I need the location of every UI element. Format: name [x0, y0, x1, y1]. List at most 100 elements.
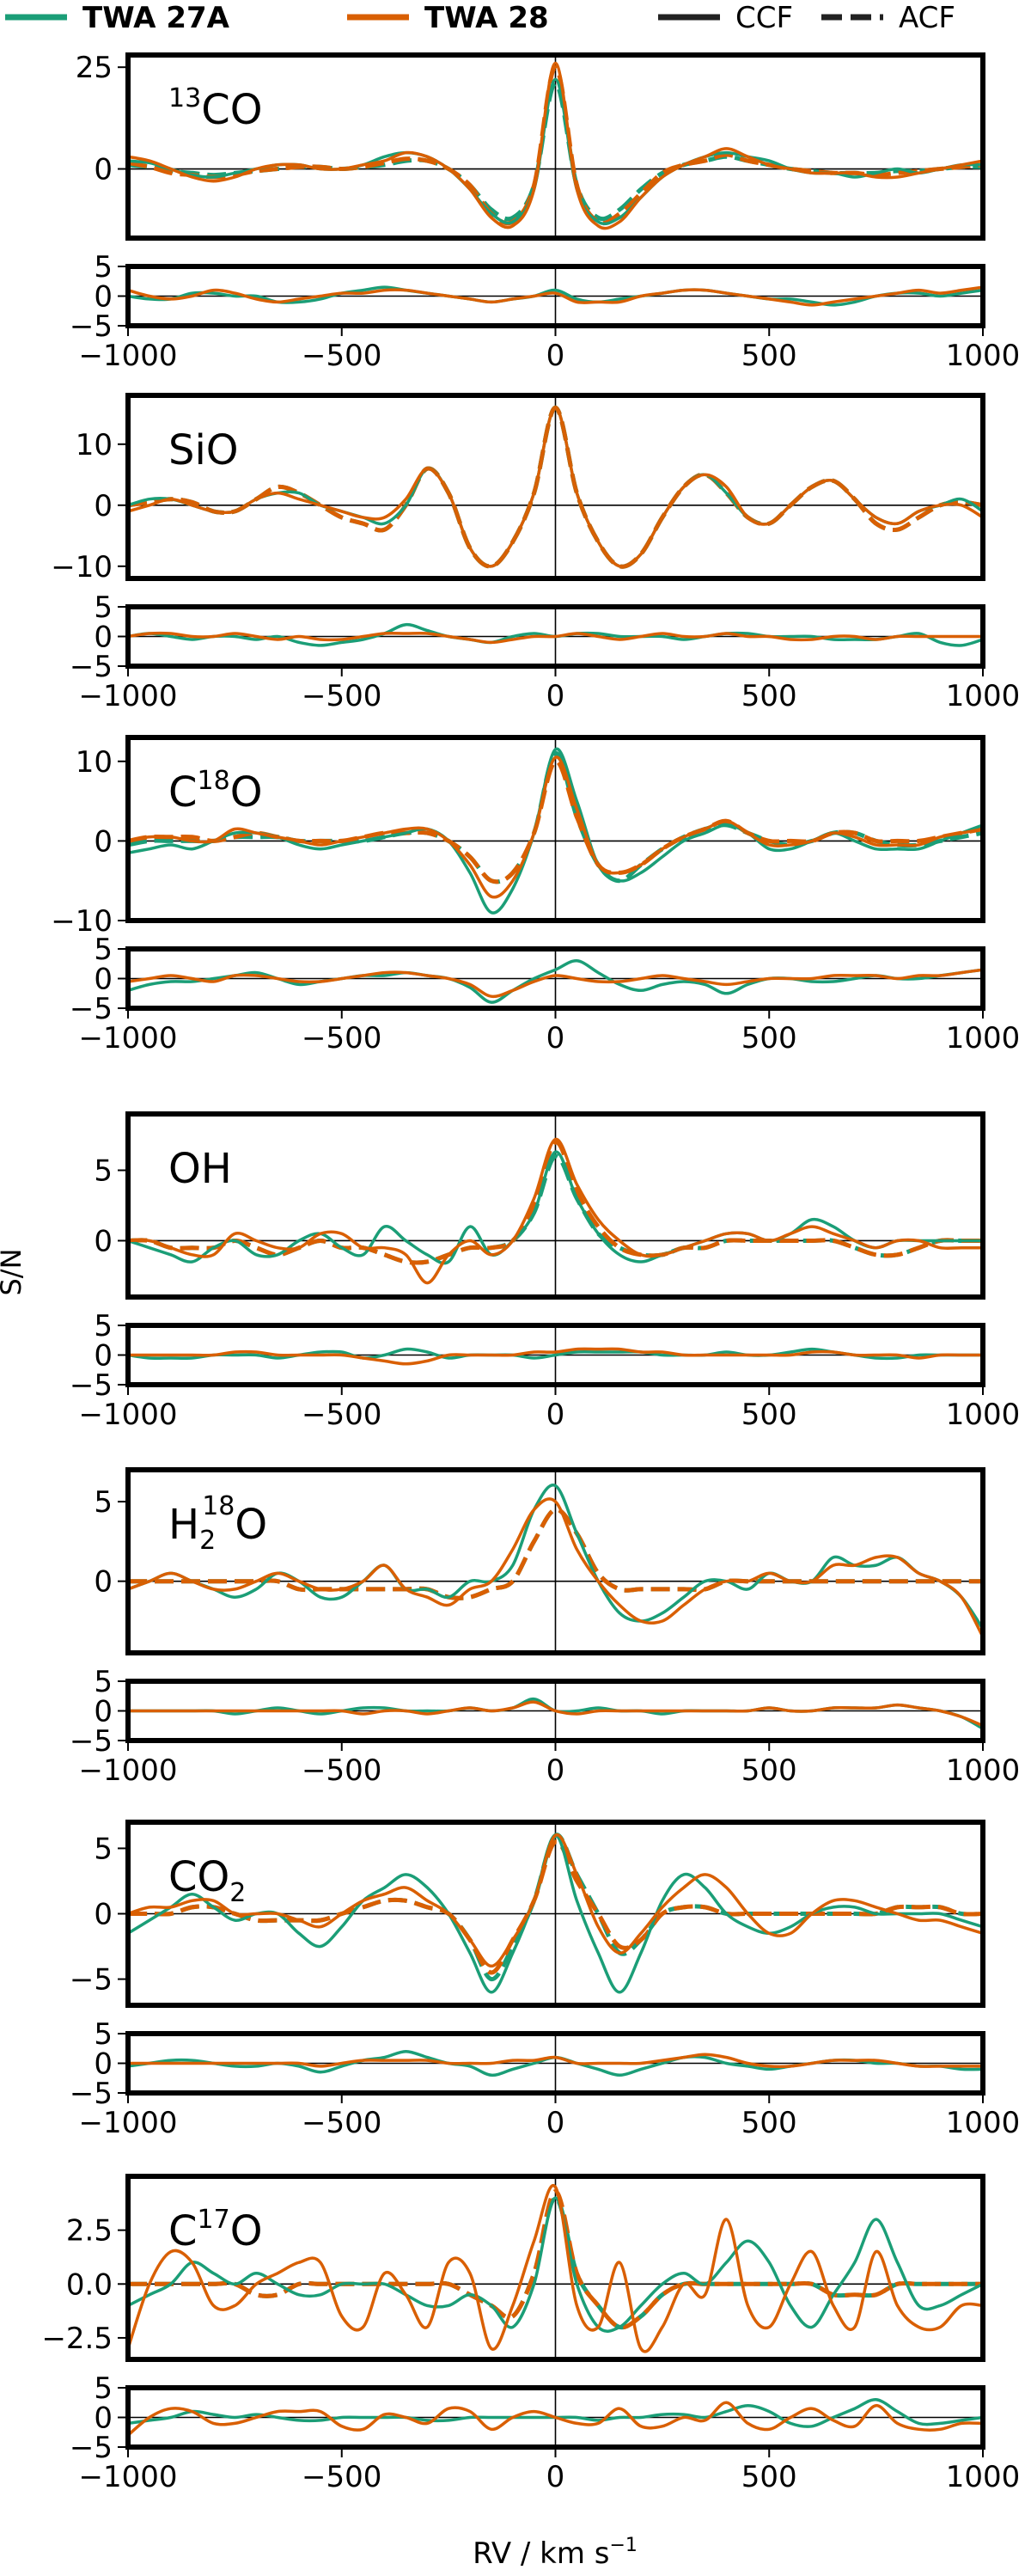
y-tick-label: −5	[70, 1963, 113, 1998]
y-axis-label: S/N	[0, 1248, 27, 1295]
molecule-tail: O	[230, 2207, 263, 2255]
ccf-line-twa28	[128, 1833, 983, 1968]
residual-tick-label: 0	[94, 2402, 113, 2436]
x-tick-label: −500	[302, 2106, 381, 2140]
molecule-label: OH	[168, 1145, 232, 1193]
residual-tick-label: −5	[70, 2077, 113, 2111]
y-tick-label: 25	[76, 51, 113, 85]
x-tick-label: 1000	[946, 1021, 1021, 1055]
legend-item: CCF	[658, 1, 793, 35]
x-tick-label: 0	[546, 1021, 565, 1055]
acf-line-twa28	[128, 1507, 983, 1600]
molecule-isotope: 18	[202, 1491, 235, 1521]
residual-tick-label: −5	[70, 309, 113, 344]
x-tick-label: −500	[302, 1398, 381, 1432]
molecule-label: CO2	[168, 1853, 246, 1908]
x-tick-label: −500	[302, 1753, 381, 1788]
x-tick-label: −1000	[78, 679, 177, 713]
residual-tick-label: −5	[70, 992, 113, 1026]
residual-tick-label: 0	[94, 1339, 113, 1374]
x-axis-label: RV / km s−1	[473, 2535, 638, 2571]
x-tick-label: 500	[741, 679, 797, 713]
residual-line-twa28	[128, 968, 983, 999]
legend: TWA 27A TWA 28 CCF ACF	[5, 1, 955, 35]
ccf-line-twa27a	[128, 1150, 983, 1265]
y-tick-label: 10	[76, 428, 113, 462]
residual-tick-label: 0	[94, 1695, 113, 1729]
ccf-line-twa28	[128, 1137, 983, 1285]
x-tick-label: 0	[546, 1398, 565, 1432]
ccf-line-twa28	[128, 2183, 983, 2353]
residual-tick-label: 5	[94, 590, 113, 625]
x-tick-label: −1000	[78, 339, 177, 373]
y-tick-label: 5	[94, 1832, 113, 1866]
molecule-name: SiO	[168, 426, 239, 474]
x-axis-label-exponent: −1	[610, 2535, 638, 2556]
x-tick-label: 1000	[946, 679, 1021, 713]
residual-tick-label: −5	[70, 650, 113, 684]
y-tick-label: −10	[51, 904, 113, 939]
molecule-subscript: 2	[229, 1878, 246, 1908]
molecule-tail: O	[235, 1501, 267, 1549]
y-tick-label: −10	[51, 550, 113, 584]
molecule-isotope: 18	[198, 766, 230, 796]
residual-tick-label: 5	[94, 1309, 113, 1343]
y-tick-label: 0	[94, 1565, 113, 1600]
residual-line-twa28	[128, 285, 983, 307]
molecule-label: C18O	[168, 766, 262, 817]
molecule-name: H	[168, 1501, 199, 1549]
molecule-isotope: 13	[168, 83, 201, 113]
x-tick-label: −1000	[78, 1398, 177, 1432]
molecule-subscript: 2	[199, 1526, 216, 1556]
molecule-isotope: 17	[198, 2205, 230, 2235]
molecule-name: CO	[201, 86, 262, 134]
ccf-line-twa28	[128, 406, 983, 569]
x-tick-label: −1000	[78, 1021, 177, 1055]
x-tick-label: 0	[546, 2460, 565, 2494]
y-tick-label: 0	[94, 489, 113, 523]
x-tick-label: 0	[546, 339, 565, 373]
main-frame	[125, 735, 985, 923]
x-tick-label: −500	[302, 339, 381, 373]
residual-line-twa28	[128, 1347, 983, 1366]
acf-line-twa28	[128, 1839, 983, 1975]
residual-line-twa28	[128, 2053, 983, 2069]
residual-line-twa28	[128, 1700, 983, 1728]
legend-item: TWA 28	[347, 1, 549, 35]
main-frame	[125, 393, 985, 581]
molecule-label: C17O	[168, 2205, 262, 2255]
residual-tick-label: 0	[94, 280, 113, 315]
x-tick-label: 0	[546, 1753, 565, 1788]
x-tick-label: 1000	[946, 1753, 1021, 1788]
residual-line-twa28	[128, 2401, 983, 2437]
y-tick-label: −2.5	[41, 2322, 113, 2356]
acf-line-twa28	[128, 1140, 983, 1265]
x-tick-label: 1000	[946, 339, 1021, 373]
x-tick-label: 1000	[946, 2460, 1021, 2494]
y-tick-label: 0	[94, 1224, 113, 1258]
main-frame	[125, 1111, 985, 1300]
main-frame	[125, 2174, 985, 2362]
x-tick-label: −500	[302, 679, 381, 713]
molecule-name: C	[168, 768, 198, 817]
y-tick-label: 5	[94, 1154, 113, 1189]
residual-tick-label: 0	[94, 621, 113, 655]
y-tick-label: 2.5	[66, 2214, 113, 2249]
x-axis-label-text: RV / km s	[473, 2536, 609, 2571]
y-tick-label: 0	[94, 824, 113, 859]
residual-tick-label: 5	[94, 1665, 113, 1699]
residual-tick-label: 5	[94, 250, 113, 285]
molecule-name: CO	[168, 1853, 229, 1901]
main-frame	[125, 1467, 985, 1655]
legend-label: TWA 28	[424, 1, 549, 35]
x-tick-label: 500	[741, 1398, 797, 1432]
legend-label: CCF	[735, 1, 793, 35]
x-tick-label: 500	[741, 339, 797, 373]
x-tick-label: −1000	[78, 2460, 177, 2494]
molecule-name: OH	[168, 1145, 232, 1193]
residual-tick-label: 0	[94, 2047, 113, 2082]
